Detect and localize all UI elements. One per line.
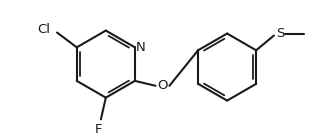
Text: S: S bbox=[276, 27, 284, 40]
Text: F: F bbox=[95, 123, 103, 136]
Text: Cl: Cl bbox=[37, 23, 50, 36]
Text: O: O bbox=[157, 79, 168, 92]
Text: N: N bbox=[136, 41, 146, 54]
